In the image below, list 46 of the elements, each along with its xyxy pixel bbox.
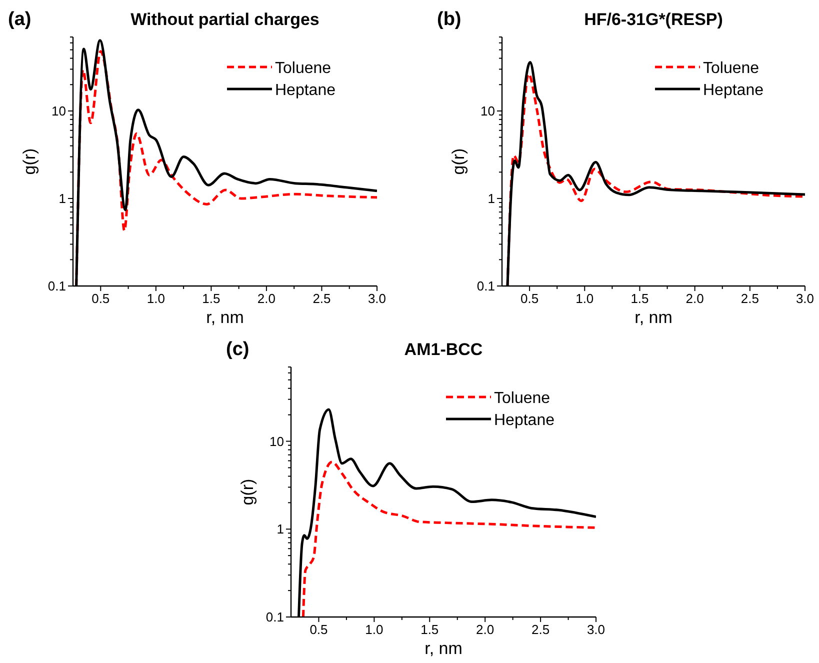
x-tick-label: 3.0: [586, 622, 606, 637]
y-axis-title: g(r): [238, 478, 257, 506]
legend-label: Toluene: [703, 60, 760, 77]
x-tick-label: 1.5: [202, 291, 220, 306]
legend-label: Heptane: [703, 82, 764, 99]
x-tick-label: 1.0: [576, 291, 594, 306]
y-tick-label: 1: [488, 190, 495, 206]
x-tick-label: 1.0: [365, 622, 384, 637]
legend-label: Heptane: [275, 82, 336, 99]
x-tick-label: 3.0: [368, 291, 386, 306]
legend-label: Heptane: [494, 412, 555, 429]
x-tick-label: 1.5: [630, 291, 649, 306]
x-tick-label: 0.5: [92, 291, 110, 306]
y-axis-title: g(r): [20, 148, 39, 175]
chart-title: Without partial charges: [130, 10, 320, 29]
y-axis-title: g(r): [449, 148, 468, 175]
x-tick-label: 2.0: [257, 291, 276, 306]
x-tick-label: 2.5: [740, 291, 759, 306]
chart-title: HF/6-31G*(RESP): [584, 10, 723, 29]
y-tick-label: 1: [58, 190, 66, 206]
line-series: [302, 460, 596, 617]
y-tick-label: 10: [270, 434, 284, 449]
x-tick-label: 2.5: [532, 622, 550, 637]
y-tick-label: 1: [276, 522, 284, 537]
x-tick-label: 0.5: [520, 291, 539, 306]
x-tick-label: 2.5: [312, 291, 331, 306]
y-tick-label: 0.1: [266, 610, 284, 624]
x-axis-title: r, nm: [424, 639, 462, 658]
y-tick-label: 0.1: [48, 278, 66, 294]
y-tick-label: 10: [480, 103, 495, 118]
y-tick-label: 0.1: [476, 278, 495, 294]
text: (a): [8, 9, 32, 30]
x-axis-title: r, nm: [206, 308, 244, 327]
x-tick-label: 1.5: [420, 622, 439, 637]
x-tick-label: 2.0: [476, 622, 494, 637]
x-axis-title: r, nm: [634, 308, 672, 327]
x-tick-label: 0.5: [310, 622, 328, 637]
legend-label: Toluene: [494, 390, 550, 407]
x-tick-label: 2.0: [686, 291, 704, 306]
x-tick-label: 3.0: [796, 291, 814, 306]
x-tick-label: 1.0: [146, 291, 165, 306]
text: (b): [437, 9, 462, 30]
legend-label: Toluene: [275, 60, 332, 77]
chart-title: AM1-BCC: [404, 340, 483, 359]
y-tick-label: 10: [52, 103, 66, 118]
text: (c): [226, 339, 250, 360]
